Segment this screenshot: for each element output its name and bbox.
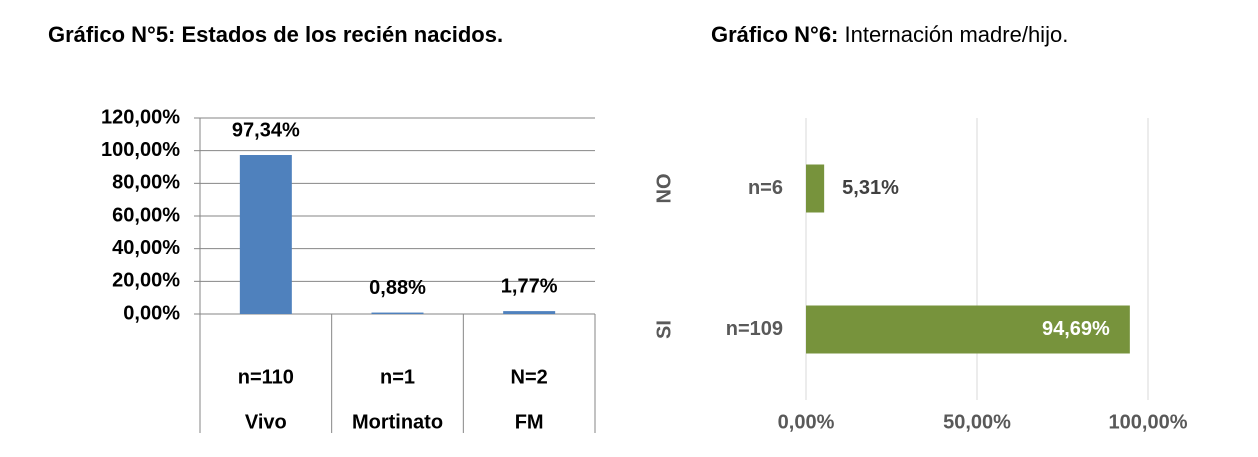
value-label: 97,34% <box>232 119 300 141</box>
x-tick-label: FM <box>515 411 544 433</box>
count-label: n=110 <box>238 366 294 388</box>
y-tick-label: 120,00% <box>101 106 180 128</box>
count-label: N=2 <box>511 366 548 388</box>
chart-title-bold: Gráfico N°6: <box>711 22 838 47</box>
value-label: 94,69% <box>1042 318 1110 340</box>
chart-title-rest: Internación madre/hijo. <box>845 22 1069 47</box>
x-tick-label: 50,00% <box>943 411 1011 433</box>
bar <box>503 311 556 314</box>
value-label: 1,77% <box>501 275 558 297</box>
y-tick-label: NO <box>653 174 675 204</box>
x-tick-label: Mortinato <box>352 411 443 433</box>
bar <box>371 312 424 314</box>
chart-title: Gráfico N°5: Estados de los recién nacid… <box>48 22 503 47</box>
x-tick-label: 100,00% <box>1109 411 1188 433</box>
bar <box>239 155 292 314</box>
value-label: 5,31% <box>842 177 899 199</box>
y-tick-label: 40,00% <box>112 237 180 259</box>
y-tick-label: 0,00% <box>123 302 180 324</box>
chart-title: Gráfico N°6: Internación madre/hijo. <box>711 22 1068 47</box>
y-tick-label: 80,00% <box>112 172 180 194</box>
count-label: n=1 <box>380 366 415 388</box>
y-tick-label: 60,00% <box>112 204 180 226</box>
x-tick-label: 0,00% <box>778 411 835 433</box>
x-tick-label: Vivo <box>245 411 287 433</box>
y-tick-label: SI <box>653 320 675 339</box>
count-label: n=109 <box>726 318 783 340</box>
y-tick-label: 100,00% <box>101 139 180 161</box>
count-label: n=6 <box>748 177 783 199</box>
value-label: 0,88% <box>369 277 426 299</box>
bar <box>806 164 825 213</box>
bar <box>806 305 1130 354</box>
y-tick-label: 20,00% <box>112 270 180 292</box>
